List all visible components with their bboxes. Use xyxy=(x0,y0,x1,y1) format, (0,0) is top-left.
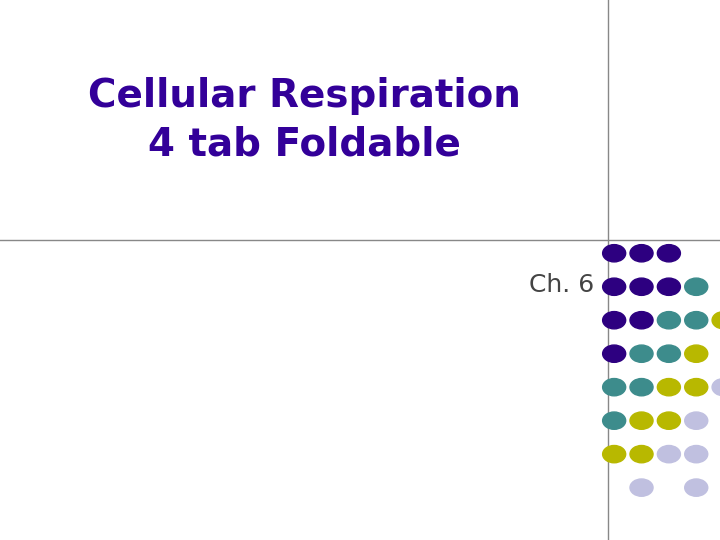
Circle shape xyxy=(603,312,626,329)
Circle shape xyxy=(685,446,708,463)
Circle shape xyxy=(657,278,680,295)
Circle shape xyxy=(630,412,653,429)
Circle shape xyxy=(657,412,680,429)
Circle shape xyxy=(685,479,708,496)
Circle shape xyxy=(603,446,626,463)
Circle shape xyxy=(685,379,708,396)
Circle shape xyxy=(630,379,653,396)
Text: 4 tab Foldable: 4 tab Foldable xyxy=(148,125,461,164)
Circle shape xyxy=(630,479,653,496)
Circle shape xyxy=(685,312,708,329)
Circle shape xyxy=(712,379,720,396)
Circle shape xyxy=(657,446,680,463)
Circle shape xyxy=(603,412,626,429)
Circle shape xyxy=(603,245,626,262)
Circle shape xyxy=(603,345,626,362)
Circle shape xyxy=(685,412,708,429)
Circle shape xyxy=(603,278,626,295)
Circle shape xyxy=(630,446,653,463)
Circle shape xyxy=(630,245,653,262)
Circle shape xyxy=(657,245,680,262)
Circle shape xyxy=(712,312,720,329)
Circle shape xyxy=(630,312,653,329)
Circle shape xyxy=(685,345,708,362)
Circle shape xyxy=(657,379,680,396)
Text: Ch. 6: Ch. 6 xyxy=(528,273,594,296)
Circle shape xyxy=(685,278,708,295)
Circle shape xyxy=(603,379,626,396)
Circle shape xyxy=(657,345,680,362)
Circle shape xyxy=(630,345,653,362)
Text: Cellular Respiration: Cellular Respiration xyxy=(88,77,521,115)
Circle shape xyxy=(657,312,680,329)
Circle shape xyxy=(630,278,653,295)
